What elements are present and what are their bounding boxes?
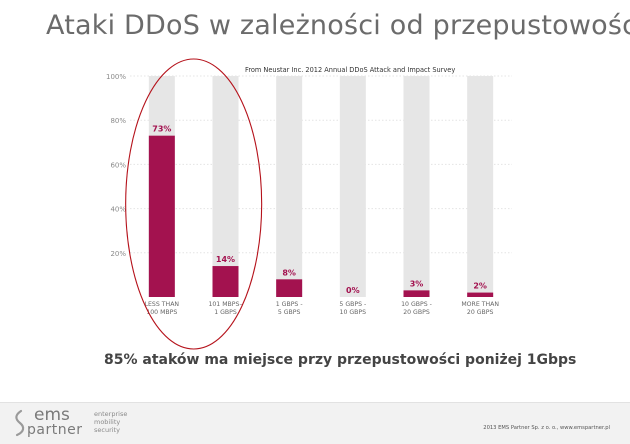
logo-mark-icon: [15, 409, 25, 437]
data-label: 14%: [216, 255, 235, 264]
ems-partner-logo: ems partner enterprise mobility security: [12, 405, 152, 441]
x-tick-label: 101 MBPS–: [208, 301, 242, 308]
highlight-ellipse: [125, 58, 263, 350]
x-tick-label: 10 GBPS: [340, 309, 367, 316]
logo-ems-text: ems: [34, 405, 70, 425]
y-tick-label: 40%: [110, 206, 126, 214]
x-tick-label: 1 GBPS: [214, 309, 237, 316]
logo-tagline-1: enterprise: [94, 410, 128, 418]
y-tick-label: 20%: [110, 250, 126, 258]
bar: [276, 279, 303, 297]
bar-track: [339, 76, 366, 297]
footer-bar: [0, 402, 630, 444]
logo-tagline-2: mobility: [94, 418, 121, 426]
x-tick-label: MORE THAN: [461, 301, 499, 308]
logo-tagline-3: security: [94, 426, 120, 434]
y-tick-label: 60%: [110, 161, 126, 169]
bar: [212, 266, 239, 297]
x-tick-label: 100 MBPS: [146, 309, 177, 316]
logo-partner-text: partner: [27, 422, 83, 438]
bar: [148, 135, 175, 297]
data-label: 73%: [152, 125, 171, 134]
x-tick-label: 5 GBPS: [278, 309, 301, 316]
bar-track: [467, 76, 494, 297]
bar-track: [276, 76, 303, 297]
chart-caption: 85% ataków ma miejsce przy przepustowośc…: [104, 352, 577, 368]
bar: [403, 290, 430, 297]
data-label: 0%: [346, 286, 360, 295]
bar: [467, 292, 494, 297]
x-tick-label: 1 GBPS -: [276, 301, 303, 308]
x-tick-label: 20 GBPS: [467, 309, 494, 316]
y-tick-label: 100%: [106, 73, 126, 81]
bar-track: [212, 76, 239, 297]
x-tick-label: 20 GBPS: [403, 309, 430, 316]
x-tick-label: 10 GBPS -: [401, 301, 432, 308]
x-tick-label: LESS THAN: [145, 301, 180, 308]
x-tick-label: 5 GBPS -: [339, 301, 366, 308]
data-label: 8%: [282, 268, 296, 277]
slide-title: Ataki DDoS w zależności od przepustowośc…: [46, 10, 630, 41]
y-tick-label: 80%: [110, 117, 126, 125]
chart-source-note: From Neustar Inc. 2012 Annual DDoS Attac…: [245, 66, 456, 74]
bar-track: [403, 76, 430, 297]
data-label: 3%: [410, 279, 424, 288]
copyright-text: 2013 EMS Partner Sp. z o. o., www.emspar…: [483, 425, 610, 431]
data-label: 2%: [473, 282, 487, 291]
